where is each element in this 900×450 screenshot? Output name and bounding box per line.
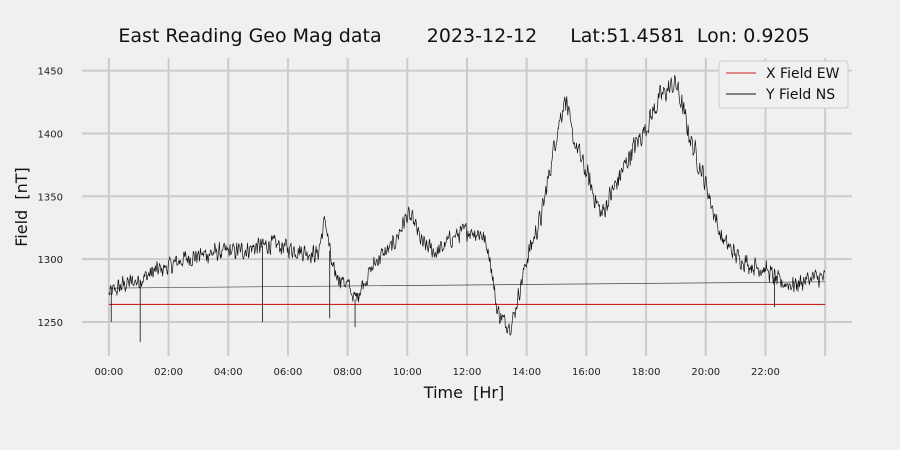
x-tick-label: 00:00 bbox=[94, 367, 123, 378]
x-tick-label: 02:00 bbox=[154, 367, 183, 378]
x-tick-label: 20:00 bbox=[691, 367, 720, 378]
y-tick-label: 1350 bbox=[38, 192, 63, 203]
x-tick-label: 16:00 bbox=[572, 367, 601, 378]
chart-title-station: East Reading Geo Mag data bbox=[118, 25, 381, 47]
grid bbox=[82, 58, 852, 356]
x-axis-label: Time [Hr] bbox=[423, 383, 504, 402]
x-tick-label: 06:00 bbox=[274, 367, 303, 378]
x-tick-label: 12:00 bbox=[453, 367, 482, 378]
y-tick-label: 1250 bbox=[38, 318, 63, 329]
x-tick-label: 22:00 bbox=[751, 367, 780, 378]
chart-title-date: 2023-12-12 bbox=[427, 25, 537, 47]
y-axis-label: Field [nT] bbox=[12, 167, 31, 247]
x-tick-label: 14:00 bbox=[512, 367, 541, 378]
x-tick-label: 04:00 bbox=[214, 367, 243, 378]
legend-label-x-field: X Field EW bbox=[766, 66, 840, 82]
legend: X Field EW Y Field NS bbox=[718, 60, 849, 109]
x-tick-label: 08:00 bbox=[333, 367, 362, 378]
x-tick-label: 18:00 bbox=[632, 367, 661, 378]
chart-title-location: Lat:51.4581 Lon: 0.9205 bbox=[570, 25, 810, 47]
y-tick-label: 1300 bbox=[38, 255, 63, 266]
x-tick-label: 10:00 bbox=[393, 367, 422, 378]
series-line-y-field-trend bbox=[108, 281, 826, 289]
series-line-y-field-ns bbox=[108, 74, 826, 336]
y-tick-label: 1400 bbox=[38, 129, 63, 140]
tick-labels: 00:00 02:00 04:00 06:00 08:00 10:00 12:00 14:00… bbox=[38, 67, 780, 378]
series-lines bbox=[108, 74, 826, 343]
legend-label-y-field: Y Field NS bbox=[765, 87, 835, 103]
y-tick-label: 1450 bbox=[38, 67, 63, 78]
